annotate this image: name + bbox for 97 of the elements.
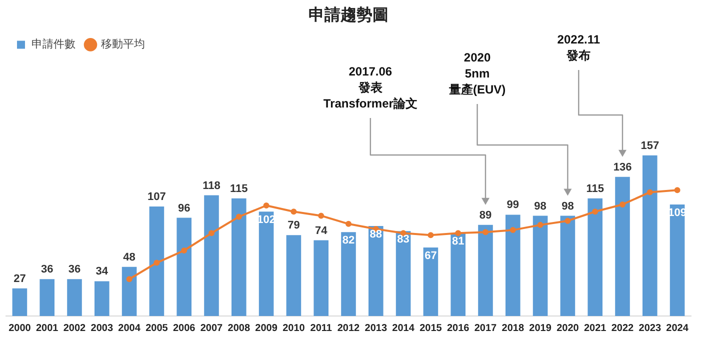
bar bbox=[258, 212, 274, 316]
data-label: 36 bbox=[68, 264, 81, 276]
point bbox=[620, 201, 626, 208]
x-tick-label: 2018 bbox=[502, 322, 524, 334]
legend-label: 移動平均 bbox=[101, 38, 145, 51]
chart-title: 申請趨勢圖 bbox=[308, 6, 388, 24]
x-tick-label: 2001 bbox=[36, 322, 59, 334]
data-label: 74 bbox=[314, 224, 328, 237]
data-label: 99 bbox=[506, 199, 520, 212]
bar bbox=[478, 224, 493, 316]
data-label: 89 bbox=[479, 209, 492, 222]
x-tick-label: 2011 bbox=[310, 322, 332, 334]
x-tick-label: 2006 bbox=[172, 322, 196, 334]
data-label: 98 bbox=[562, 200, 574, 212]
x-tick-label: 2005 bbox=[146, 322, 168, 334]
data-label: 88 bbox=[370, 228, 382, 240]
x-tick-label: 2007 bbox=[200, 322, 224, 334]
data-label: 118 bbox=[202, 180, 220, 192]
bar bbox=[368, 226, 384, 316]
point bbox=[318, 212, 324, 219]
x-tick-label: 2014 bbox=[392, 322, 415, 334]
x-tick-label: 2013 bbox=[364, 322, 388, 334]
x-tick-label: 2000 bbox=[8, 322, 32, 334]
bar bbox=[588, 198, 602, 316]
data-label: 48 bbox=[123, 251, 136, 264]
x-tick-label: 2024 bbox=[666, 322, 689, 334]
point bbox=[482, 229, 488, 236]
x-tick-label: 2022 bbox=[611, 322, 634, 334]
data-label: 96 bbox=[178, 202, 190, 214]
data-label: 115 bbox=[586, 182, 604, 195]
data-label: 36 bbox=[40, 264, 54, 276]
data-label: 67 bbox=[424, 250, 437, 262]
x-tick-label: 2004 bbox=[118, 322, 141, 334]
x-tick-label: 2010 bbox=[282, 322, 306, 334]
point bbox=[236, 214, 242, 220]
legend-label: 申請件數 bbox=[32, 38, 76, 51]
x-tick-label: 2012 bbox=[337, 322, 360, 334]
x-tick-label: 2016 bbox=[446, 322, 470, 334]
point bbox=[592, 208, 598, 215]
point bbox=[126, 276, 132, 282]
bar bbox=[176, 218, 192, 316]
point bbox=[154, 260, 160, 266]
bar bbox=[560, 216, 576, 316]
bar bbox=[532, 216, 548, 316]
point bbox=[510, 227, 516, 234]
point bbox=[181, 248, 188, 254]
x-tick-label: 2019 bbox=[529, 322, 552, 334]
bar bbox=[615, 176, 630, 316]
bar bbox=[670, 204, 685, 316]
point bbox=[428, 232, 434, 238]
point bbox=[346, 220, 352, 227]
text: 2022.11 發布 bbox=[557, 32, 600, 62]
point bbox=[537, 222, 544, 228]
bar bbox=[12, 288, 28, 316]
bar bbox=[423, 247, 438, 316]
bar bbox=[286, 235, 302, 316]
data-label: 98 bbox=[534, 200, 546, 212]
bar bbox=[232, 198, 246, 316]
data-label: 34 bbox=[96, 266, 109, 278]
x-tick-label: 2009 bbox=[255, 322, 278, 334]
point bbox=[646, 189, 653, 196]
x-tick-label: 2020 bbox=[556, 322, 580, 334]
point bbox=[455, 230, 462, 236]
x-tick-label: 2021 bbox=[584, 322, 607, 334]
bar bbox=[67, 279, 82, 316]
point bbox=[263, 202, 270, 208]
x-tick-label: 2002 bbox=[63, 322, 86, 334]
bar bbox=[122, 266, 137, 316]
x-tick-label: 2008 bbox=[228, 322, 250, 334]
point bbox=[564, 218, 571, 224]
x-tick-label: 2015 bbox=[420, 322, 442, 334]
text: 2017.06 發表 Transformer論文 bbox=[323, 64, 418, 110]
x-tick-label: 2003 bbox=[90, 322, 114, 334]
data-label: 83 bbox=[397, 234, 410, 246]
bar bbox=[450, 233, 466, 316]
x-tick-label: 2017 bbox=[474, 322, 498, 334]
text: 2020 5nm 量產(EUV) bbox=[448, 50, 506, 96]
data-label: 79 bbox=[288, 220, 300, 232]
bar bbox=[40, 279, 54, 316]
x-tick-label: 2023 bbox=[638, 322, 662, 334]
data-label: 107 bbox=[148, 191, 166, 204]
data-label: 82 bbox=[342, 234, 355, 247]
point bbox=[290, 208, 297, 215]
bar bbox=[149, 206, 164, 316]
bar bbox=[642, 155, 658, 316]
bar bbox=[94, 281, 110, 316]
data-label: 136 bbox=[613, 161, 632, 174]
data-label: 27 bbox=[14, 272, 26, 285]
point bbox=[208, 230, 214, 236]
bar bbox=[204, 195, 219, 316]
bar bbox=[506, 214, 520, 316]
bar bbox=[341, 232, 356, 316]
data-label: 115 bbox=[230, 182, 248, 195]
point bbox=[674, 187, 680, 194]
bar bbox=[314, 240, 328, 316]
data-label: 81 bbox=[452, 236, 464, 248]
data-label: 157 bbox=[640, 140, 660, 152]
